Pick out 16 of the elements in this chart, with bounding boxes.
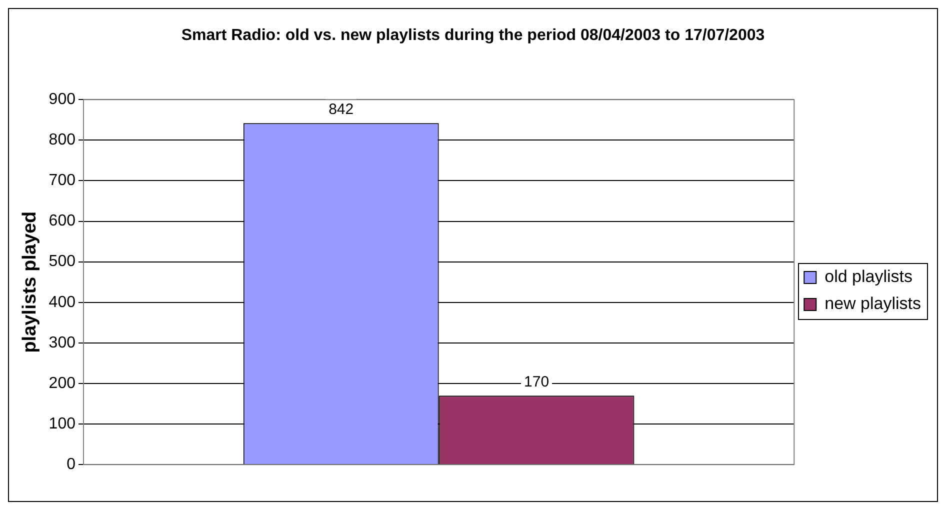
y-axis-title: playlists played xyxy=(20,211,41,353)
data-label: 170 xyxy=(524,373,550,390)
y-tick-label: 400 xyxy=(48,294,76,311)
y-tick-label: 200 xyxy=(48,374,76,392)
data-label: 842 xyxy=(328,100,354,118)
y-tick-label: 600 xyxy=(48,212,76,230)
chart-title: Smart Radio: old vs. new playlists during the period 08/04/2003 to 17/07/2003 xyxy=(180,26,766,46)
legend-label: old playlists xyxy=(824,267,913,286)
y-tick-label: 500 xyxy=(48,253,76,270)
y-tick-label: 700 xyxy=(48,172,76,190)
legend-label: new playlists xyxy=(824,294,922,314)
y-tick-label: 300 xyxy=(48,334,76,352)
y-tick-label: 800 xyxy=(48,132,76,149)
y-tick-label: 0 xyxy=(66,456,76,474)
y-tick-label: 900 xyxy=(48,91,76,108)
y-tick-label: 100 xyxy=(48,415,76,432)
